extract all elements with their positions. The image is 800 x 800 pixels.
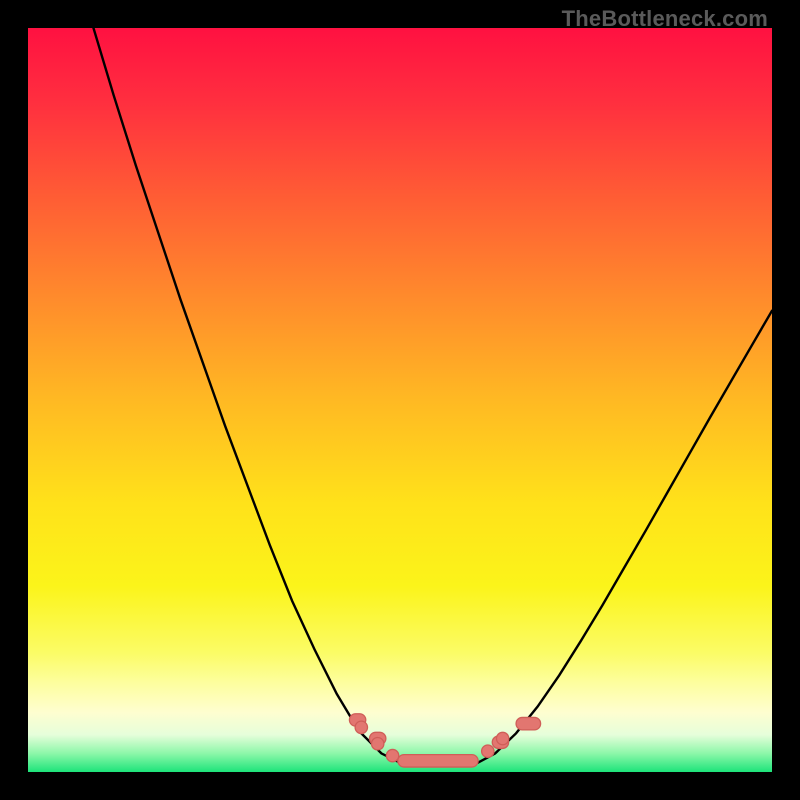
marker-dot	[386, 749, 398, 761]
chart-outer-frame: TheBottleneck.com	[0, 0, 800, 800]
marker-segment	[516, 717, 541, 729]
marker-dot	[482, 745, 494, 757]
bottleneck-curve-left	[93, 28, 403, 765]
chart-plot-area	[28, 28, 772, 772]
marker-dot	[355, 721, 367, 733]
marker-dot	[496, 732, 508, 744]
bottleneck-curve-right	[474, 311, 772, 765]
chart-curve-layer	[28, 28, 772, 772]
watermark-label: TheBottleneck.com	[562, 6, 768, 32]
marker-dot	[371, 738, 383, 750]
marker-segment	[398, 755, 478, 767]
chart-data-markers	[349, 714, 540, 767]
